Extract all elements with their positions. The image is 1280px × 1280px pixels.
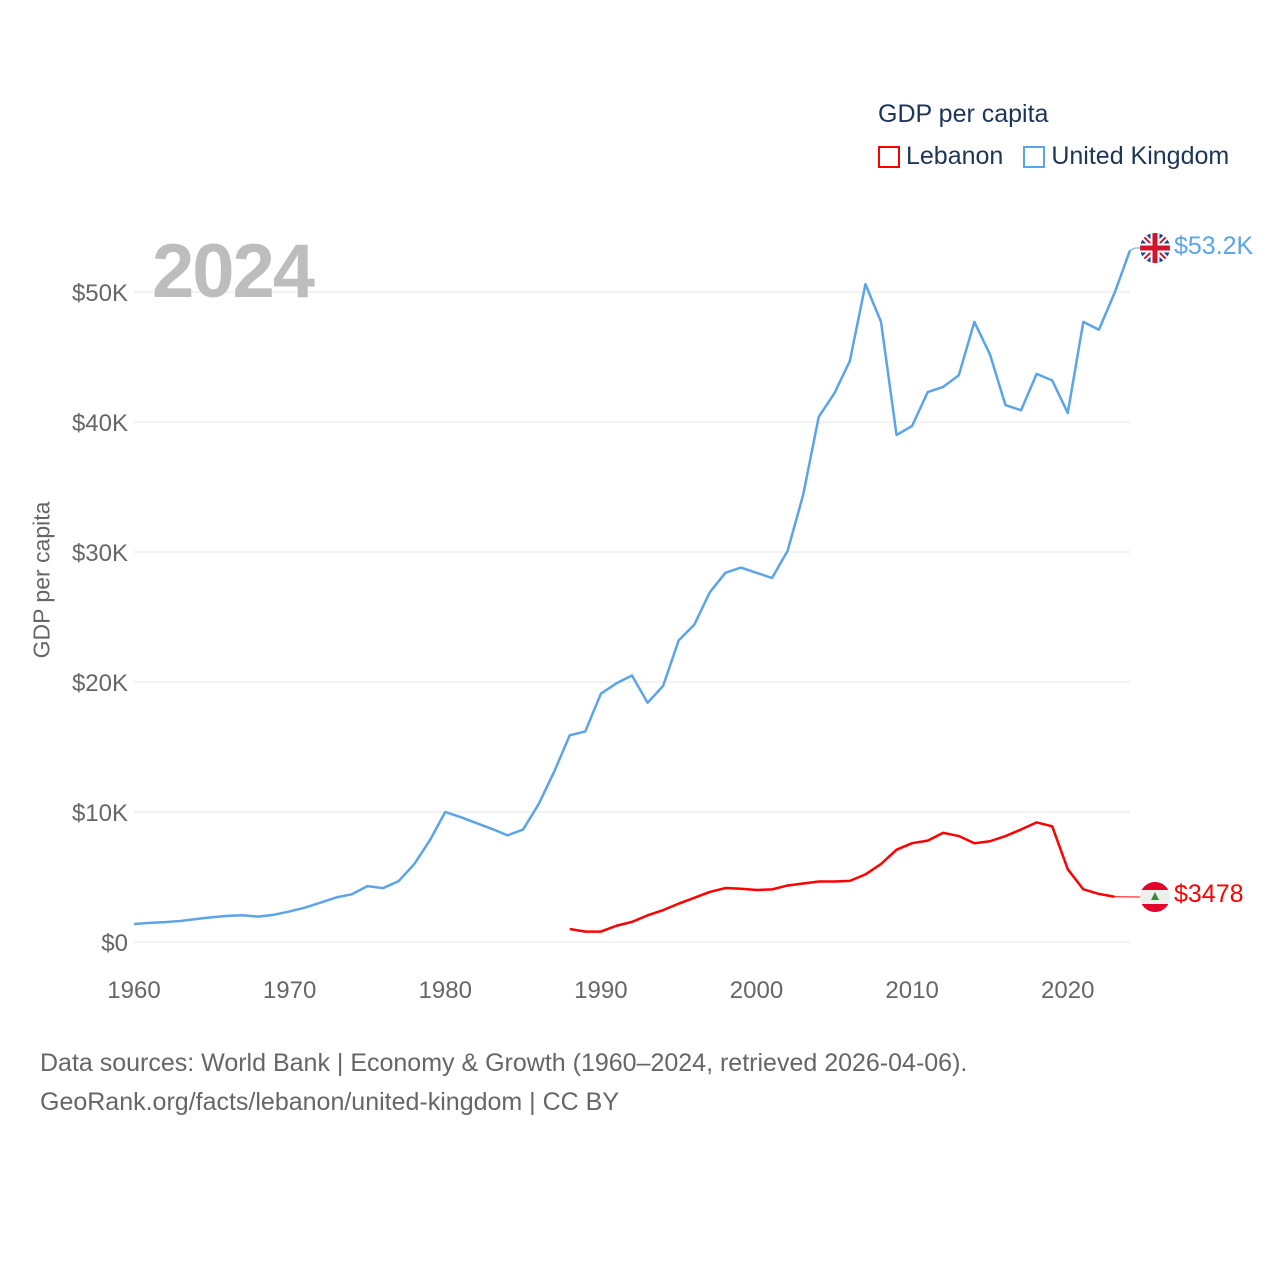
- y-tick-label: $20K: [72, 670, 128, 697]
- y-tick-label: $0: [101, 930, 128, 957]
- y-tick-label: $30K: [72, 540, 128, 567]
- footer-link[interactable]: GeoRank.org/facts/lebanon/united-kingdom…: [40, 1088, 620, 1116]
- x-tick-label: 2010: [885, 977, 938, 1004]
- footer-sources: Data sources: World Bank | Economy & Gro…: [40, 1049, 968, 1077]
- x-tick-label: 1980: [419, 977, 472, 1004]
- legend-label-uk[interactable]: United Kingdom: [1051, 142, 1230, 170]
- lebanon-flag-icon: [1140, 882, 1170, 912]
- legend-title: GDP per capita: [878, 100, 1049, 128]
- footer: Data sources: World Bank | Economy & Gro…: [40, 1044, 967, 1122]
- x-tick-label: 1990: [574, 977, 627, 1004]
- year-label: 2024: [152, 229, 315, 314]
- x-tick-label: 1960: [107, 977, 160, 1004]
- x-tick-label: 2000: [730, 977, 783, 1004]
- y-axis-label: GDP per capita: [28, 501, 55, 659]
- y-tick-label: $40K: [72, 410, 128, 437]
- end-connector: [1129, 247, 1142, 251]
- x-tick-label: 1970: [263, 977, 316, 1004]
- x-tick-label: 2020: [1041, 977, 1094, 1004]
- legend: Lebanon United Kingdom: [878, 142, 1229, 171]
- series-line-united-kingdom: [133, 249, 1132, 926]
- legend-label-lebanon[interactable]: Lebanon: [906, 142, 1004, 170]
- legend-swatch-lebanon: [878, 145, 900, 168]
- uk-end-label: $53.2K: [1174, 232, 1254, 260]
- legend-swatch-uk: [1023, 145, 1046, 168]
- united-kingdom-flag-icon: [1140, 233, 1170, 263]
- y-tick-label: $10K: [72, 800, 128, 827]
- series-line-lebanon: [569, 821, 1115, 933]
- y-tick-label: $50K: [72, 280, 128, 307]
- lebanon-end-label: $3478: [1174, 880, 1244, 908]
